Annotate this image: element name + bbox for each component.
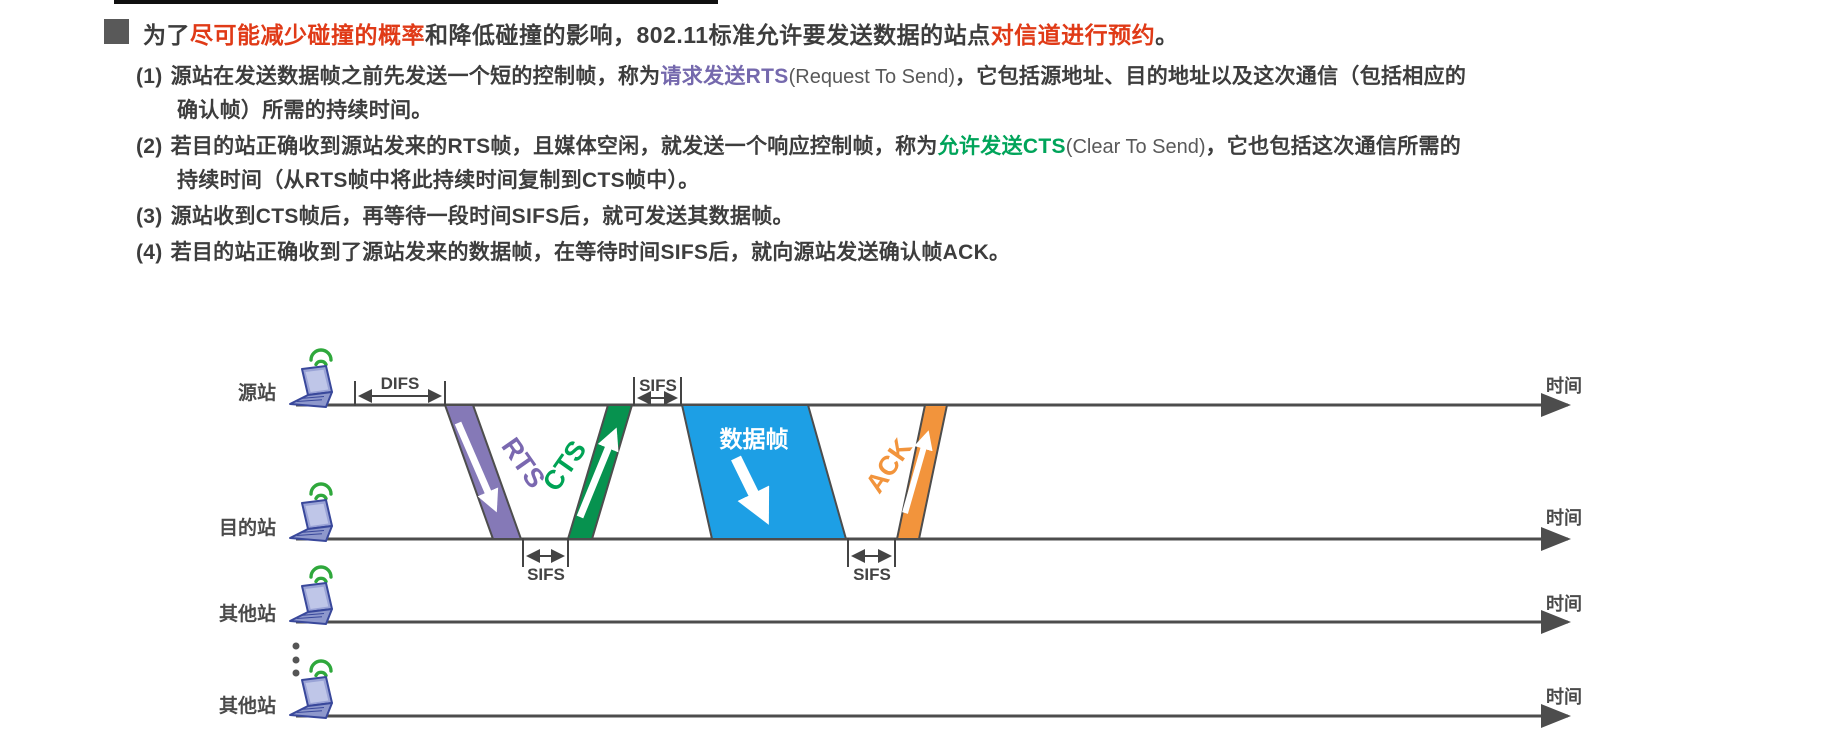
ack-direction-arrow — [902, 430, 933, 514]
cts-term-highlight: 允许发送CTS — [937, 135, 1066, 158]
cts-term-english: (Clear To Send) — [1065, 136, 1206, 158]
heading-seg: 。 — [1155, 22, 1179, 48]
heading-seg: 为了 — [143, 22, 190, 48]
source-station-label: 源站 — [238, 381, 276, 404]
item-text: ，它也包括这次通信所需的持续时间（从RTS帧中将此持续时间复制到CTS帧中）。 — [177, 135, 1462, 192]
list-item-2: (2) 若目的站正确收到源站发来的RTS帧，且媒体空闲，就发送一个响应控制帧，称为… — [136, 130, 1481, 197]
slide-heading: 为了尽可能减少碰撞的概率和降低碰撞的影响，802.11标准允许要发送数据的站点对… — [104, 16, 1179, 50]
item-text: ，它包括源地址、目的地址以及这次通信（包括相应的确认帧）所需的持续时间。 — [177, 65, 1467, 122]
rts-term-english: (Request To Send) — [788, 66, 955, 88]
item-number: (2) — [136, 135, 163, 158]
item-number: (3) — [136, 205, 163, 228]
list-item-3: (3) 源站收到CTS帧后，再等待一段时间SIFS后，就可发送其数据帧。 — [136, 200, 1481, 233]
ellipsis-dots — [292, 642, 300, 677]
laptop-wifi-icon — [288, 482, 334, 543]
top-border-line — [114, 0, 718, 4]
numbered-list: (1) 源站在发送数据帧之前先发送一个短的控制帧，称为请求发送RTS(Reques… — [136, 60, 1481, 272]
list-item-1: (1) 源站在发送数据帧之前先发送一个短的控制帧，称为请求发送RTS(Reques… — [136, 60, 1481, 127]
cts-direction-arrow — [576, 427, 619, 519]
sifs-bottom2-interval-marker — [847, 538, 896, 567]
other-station-1-label: 其他站 — [219, 602, 276, 625]
heading-seg: 和降低碰撞的影响，802.11标准允许要发送数据的站点 — [425, 22, 991, 48]
item-text: 源站在发送数据帧之前先发送一个短的控制帧，称为 — [170, 65, 661, 88]
rts-term-highlight: 请求发送RTS — [660, 65, 789, 88]
rts-direction-arrow — [454, 421, 499, 513]
data-frame-shape — [680, 404, 848, 540]
sifs-bottom1-interval-marker — [522, 538, 569, 567]
heading-text: 为了尽可能减少碰撞的概率和降低碰撞的影响，802.11标准允许要发送数据的站点对… — [143, 16, 1179, 50]
time-axis-label: 时间 — [1546, 508, 1582, 528]
heading-bullet-square — [104, 19, 129, 44]
laptop-wifi-icon — [288, 565, 334, 626]
ack-frame-shape — [895, 404, 949, 540]
other-station-2-label: 其他站 — [219, 694, 276, 717]
sifs-bottom1-label: SIFS — [527, 565, 565, 584]
data-direction-arrow — [731, 455, 770, 525]
item-number: (1) — [136, 65, 163, 88]
sifs-top-label: SIFS — [639, 376, 677, 395]
heading-seg-red: 对信道进行预约 — [990, 22, 1156, 48]
item-text: 源站收到CTS帧后，再等待一段时间SIFS后，就可发送其数据帧。 — [170, 205, 794, 228]
sifs-bottom2-label: SIFS — [853, 565, 891, 584]
item-text: 若目的站正确收到源站发来的RTS帧，且媒体空闲，就发送一个响应控制帧，称为 — [170, 135, 938, 158]
laptop-wifi-icon — [288, 348, 334, 409]
destination-station-label: 目的站 — [219, 516, 276, 539]
item-text: 若目的站正确收到了源站发来的数据帧，在等待时间SIFS后，就向源站发送确认帧AC… — [170, 241, 1011, 264]
time-axis-label: 时间 — [1546, 687, 1582, 707]
item-number: (4) — [136, 241, 163, 264]
data-frame-label: 数据帧 — [720, 426, 789, 452]
difs-interval-marker — [354, 381, 446, 406]
sifs-top-interval-marker — [633, 377, 682, 406]
list-item-4: (4) 若目的站正确收到了源站发来的数据帧，在等待时间SIFS后，就向源站发送确认… — [136, 236, 1481, 269]
time-axis-label: 时间 — [1546, 594, 1582, 614]
heading-seg-red: 尽可能减少碰撞的概率 — [190, 22, 425, 48]
difs-label: DIFS — [381, 374, 420, 393]
time-axis-label: 时间 — [1546, 376, 1582, 396]
